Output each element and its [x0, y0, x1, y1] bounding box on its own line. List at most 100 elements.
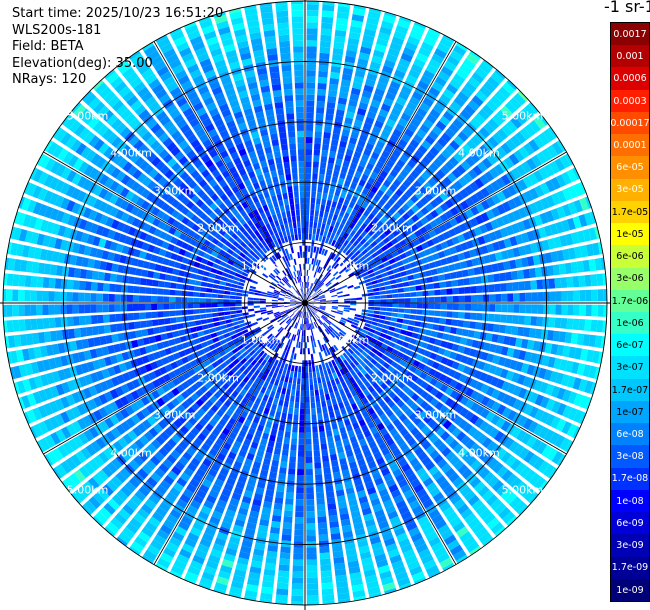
range-gate — [420, 554, 434, 565]
range-gate — [424, 270, 432, 277]
range-gate — [205, 560, 219, 570]
range-gate — [385, 118, 396, 128]
range-gate — [512, 247, 521, 258]
range-gate — [340, 237, 346, 245]
range-gate — [496, 190, 507, 202]
range-gate — [389, 169, 399, 178]
range-gate — [348, 272, 355, 278]
range-gate — [306, 100, 315, 107]
range-gate — [576, 260, 585, 273]
range-gate — [228, 471, 238, 481]
range-gate — [385, 478, 396, 488]
range-gate — [201, 276, 209, 282]
range-gate — [420, 196, 429, 206]
range-gate — [388, 258, 396, 265]
range-gate — [361, 507, 372, 516]
range-gate — [465, 438, 476, 450]
range-gate — [323, 387, 329, 395]
range-gate — [317, 185, 323, 193]
range-gate — [323, 186, 329, 194]
range-gate — [336, 580, 349, 589]
range-gate — [398, 58, 411, 68]
range-gate — [464, 295, 472, 303]
range-gate — [329, 276, 336, 282]
range-gate — [526, 256, 535, 267]
range-gate — [382, 65, 394, 75]
range-gate — [254, 397, 262, 405]
range-gate — [573, 183, 584, 197]
range-gate — [445, 280, 453, 288]
range-gate — [305, 148, 313, 156]
range-gate — [346, 234, 353, 242]
range-gate — [457, 252, 466, 261]
range-gate — [567, 185, 578, 199]
range-gate — [442, 265, 450, 273]
range-gate — [330, 379, 336, 387]
range-gate — [424, 461, 436, 471]
range-gate — [175, 316, 183, 323]
range-gate — [491, 114, 504, 127]
range-gate — [308, 288, 312, 295]
range-gate — [373, 287, 380, 292]
range-gate — [336, 228, 342, 236]
range-gate — [407, 473, 418, 483]
range-gate — [272, 372, 278, 379]
range-gate — [490, 71, 504, 85]
range-gate — [411, 332, 419, 339]
range-gate — [325, 280, 331, 286]
range-gate — [54, 291, 61, 302]
range-gate — [271, 403, 278, 411]
range-gate — [339, 230, 346, 238]
range-gate — [310, 323, 314, 330]
range-gate — [403, 287, 411, 292]
range-gate — [331, 422, 338, 430]
range-gate — [353, 478, 363, 487]
range-gate — [317, 82, 327, 90]
range-gate — [307, 282, 310, 289]
range-gate — [237, 475, 248, 484]
range-gate — [354, 69, 366, 79]
range-gate — [252, 461, 262, 469]
range-gate — [361, 40, 373, 49]
range-gate — [555, 291, 562, 302]
range-gate — [423, 182, 433, 192]
range-gate — [477, 433, 488, 445]
range-gate — [6, 304, 13, 317]
range-gate — [321, 330, 327, 337]
range-gate — [490, 414, 501, 426]
range-gate — [407, 560, 421, 571]
range-gate — [330, 65, 341, 74]
range-gate — [291, 432, 298, 439]
range-gate — [295, 322, 299, 329]
range-gate — [591, 304, 598, 317]
range-gate — [42, 290, 49, 302]
range-gate — [313, 285, 318, 291]
range-gate — [306, 311, 309, 318]
range-gate — [169, 317, 177, 324]
range-gate — [316, 197, 321, 205]
range-gate — [199, 287, 207, 292]
range-gate — [465, 399, 475, 409]
range-gate — [336, 311, 343, 315]
range-gate — [342, 530, 354, 539]
range-gate — [163, 318, 171, 325]
range-gate — [405, 554, 418, 565]
range-gate — [381, 328, 389, 334]
range-gate — [472, 165, 483, 176]
range-gate — [241, 495, 252, 504]
range-gate — [145, 278, 153, 286]
range-gate — [440, 303, 447, 310]
range-gate — [287, 413, 293, 421]
range-gate — [464, 312, 471, 320]
range-gate — [524, 351, 533, 362]
range-gate — [398, 458, 408, 468]
range-gate — [188, 321, 196, 327]
range-gate — [547, 467, 558, 480]
range-gate — [350, 297, 357, 301]
range-gate — [444, 326, 452, 333]
range-gate — [391, 288, 399, 294]
range-gate — [437, 153, 448, 164]
range-gate — [545, 210, 555, 223]
range-gate — [274, 392, 281, 400]
range-gate — [282, 522, 293, 530]
